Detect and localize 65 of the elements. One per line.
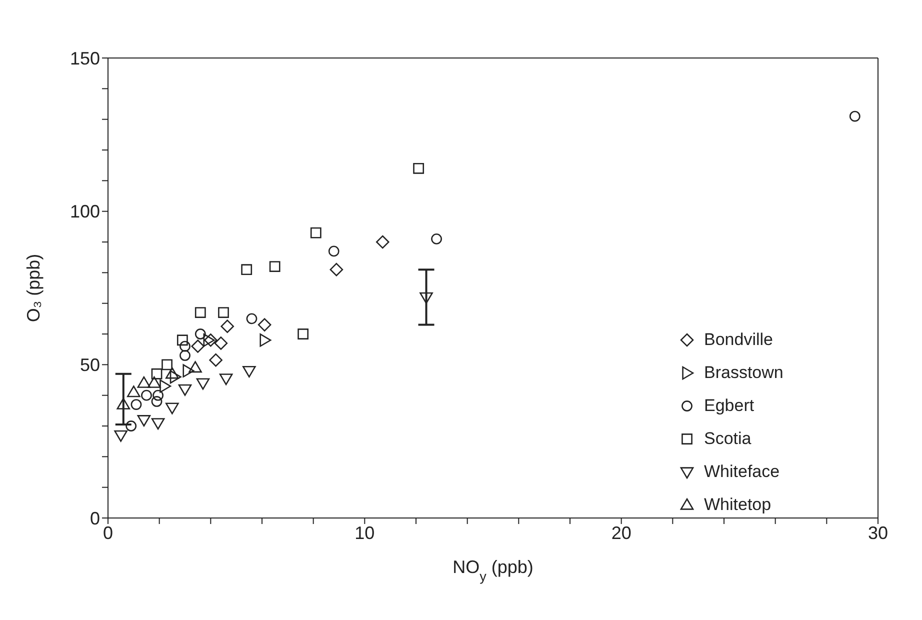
point — [130, 399, 142, 410]
point — [166, 402, 179, 414]
point — [178, 384, 192, 396]
point — [214, 336, 228, 350]
x-axis-title: NO$_{y}$ (ppb) — [452, 557, 534, 584]
point — [188, 361, 202, 373]
point — [151, 368, 162, 380]
point — [196, 378, 210, 390]
point — [180, 350, 190, 361]
x-tick-label: 10 — [354, 522, 375, 543]
x-tick-label: 20 — [611, 522, 632, 543]
point — [194, 307, 206, 318]
point — [260, 333, 272, 347]
point — [376, 235, 390, 249]
y-tick-label: 0 — [90, 508, 100, 528]
point — [203, 333, 215, 347]
point — [116, 398, 130, 410]
point — [218, 307, 229, 318]
point — [182, 364, 194, 378]
point — [269, 261, 280, 272]
point — [166, 367, 179, 379]
point — [114, 430, 128, 442]
point — [127, 386, 140, 398]
legend-label: Brasstown — [704, 362, 784, 382]
point — [180, 340, 190, 352]
point — [209, 353, 222, 367]
point — [298, 328, 309, 340]
y-tick-label: 100 — [70, 202, 100, 222]
point — [849, 110, 860, 122]
legend-label: Bondville — [704, 330, 773, 350]
point — [431, 233, 442, 244]
point — [330, 262, 344, 276]
point — [310, 227, 322, 238]
point — [137, 376, 151, 388]
legend-label: Whiteface — [704, 462, 780, 482]
legend-label: Egbert — [704, 396, 754, 416]
x-tick-label: 0 — [102, 522, 114, 543]
point — [219, 374, 233, 386]
point — [191, 340, 204, 353]
point — [141, 390, 152, 401]
point — [152, 390, 164, 401]
point — [151, 418, 165, 430]
point — [137, 415, 151, 427]
point — [160, 379, 172, 393]
point — [170, 370, 182, 384]
point — [328, 246, 340, 257]
x-tick-label: 30 — [868, 522, 888, 543]
point — [176, 334, 188, 346]
y-tick-label: 150 — [70, 48, 100, 68]
point — [194, 328, 206, 340]
point — [258, 318, 272, 332]
point — [148, 376, 161, 388]
point — [242, 366, 256, 378]
point — [241, 264, 252, 276]
point — [151, 396, 162, 407]
y-tick-label: 50 — [80, 355, 100, 376]
legend-label: Scotia — [704, 428, 752, 448]
point — [204, 333, 218, 347]
point — [162, 359, 172, 370]
point — [246, 313, 258, 324]
point — [420, 292, 433, 304]
point — [413, 162, 424, 174]
point — [220, 320, 234, 333]
legend-label: Whitetop — [704, 494, 772, 514]
y-axis-title: O₃ (ppb) — [23, 254, 44, 322]
